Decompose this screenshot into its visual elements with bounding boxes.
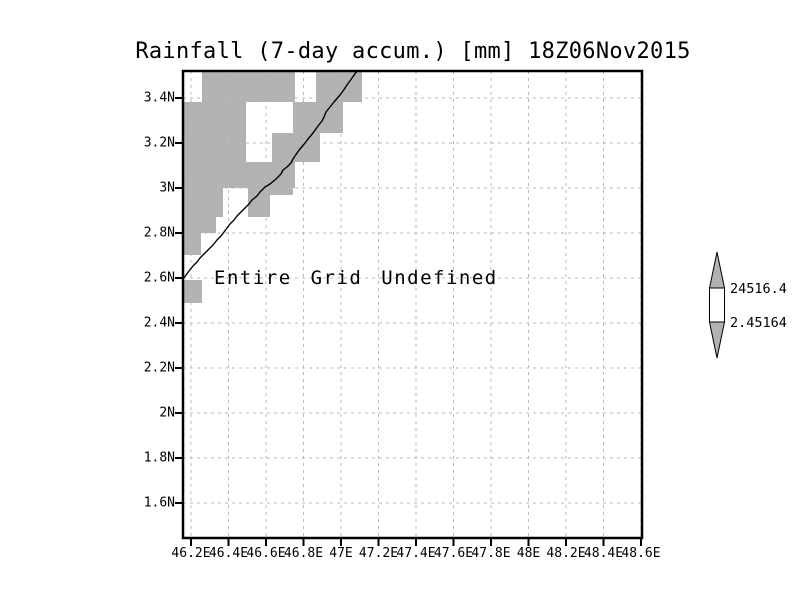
x-axis-label: 47.6E (433, 546, 474, 561)
undefined-mask-cell (183, 188, 223, 217)
x-axis-label: 47.4E (396, 546, 436, 561)
y-axis-label: 3.4N (143, 90, 175, 106)
x-axis-label: 46.4E (208, 546, 249, 561)
y-axis-label: 1.8N (143, 450, 175, 466)
y-axis-label: 3.2N (143, 135, 175, 151)
colorbar-upper-value: 24516.4 (730, 281, 787, 297)
x-axis-label: 48.4E (583, 546, 624, 561)
undefined-mask-cell (184, 280, 202, 303)
x-axis-label: 46.6E (246, 546, 286, 561)
x-axis-label: 47E (329, 546, 353, 561)
undefined-mask-cell (183, 162, 295, 188)
y-axis-label: 3N (159, 180, 175, 196)
y-axis-label: 2.8N (143, 225, 175, 241)
colorbar-upper-arrow (708, 251, 726, 289)
x-axis-label: 46.8E (283, 546, 324, 561)
x-axis-label: 48.2E (546, 546, 586, 561)
plot-border (181, 69, 644, 540)
coastline (182, 70, 358, 280)
undefined-mask-cell (272, 133, 320, 162)
undefined-mask-cell (183, 233, 201, 255)
x-axis-label: 47.8E (471, 546, 511, 561)
y-axis-label: 2.4N (143, 315, 175, 331)
colorbar-lower-value: 2.45164 (730, 315, 787, 331)
undefined-mask-cell (183, 217, 216, 233)
grid-undefined-message: Entire Grid Undefined (214, 267, 498, 289)
y-axis-label: 1.6N (143, 495, 175, 511)
x-axis-label: 47.2E (358, 546, 399, 561)
plot-title: Rainfall (7-day accum.) [mm] 18Z06Nov201… (135, 39, 691, 64)
x-axis-label: 48.6E (621, 546, 661, 561)
undefined-mask-cell (248, 188, 270, 217)
colorbar-box (709, 287, 725, 323)
undefined-mask-cell (183, 102, 246, 162)
y-axis-label: 2.2N (143, 360, 175, 376)
colorbar-lower-arrow (708, 321, 726, 359)
undefined-mask-cell (293, 102, 343, 133)
y-axis-label: 2N (159, 405, 175, 421)
x-axis-label: 48E (516, 546, 541, 561)
y-axis-label: 2.6N (143, 270, 175, 286)
undefined-mask-cell (202, 71, 295, 102)
x-axis-label: 46.2E (171, 546, 211, 561)
undefined-mask-cell (316, 71, 362, 102)
undefined-mask-cell (270, 188, 293, 195)
